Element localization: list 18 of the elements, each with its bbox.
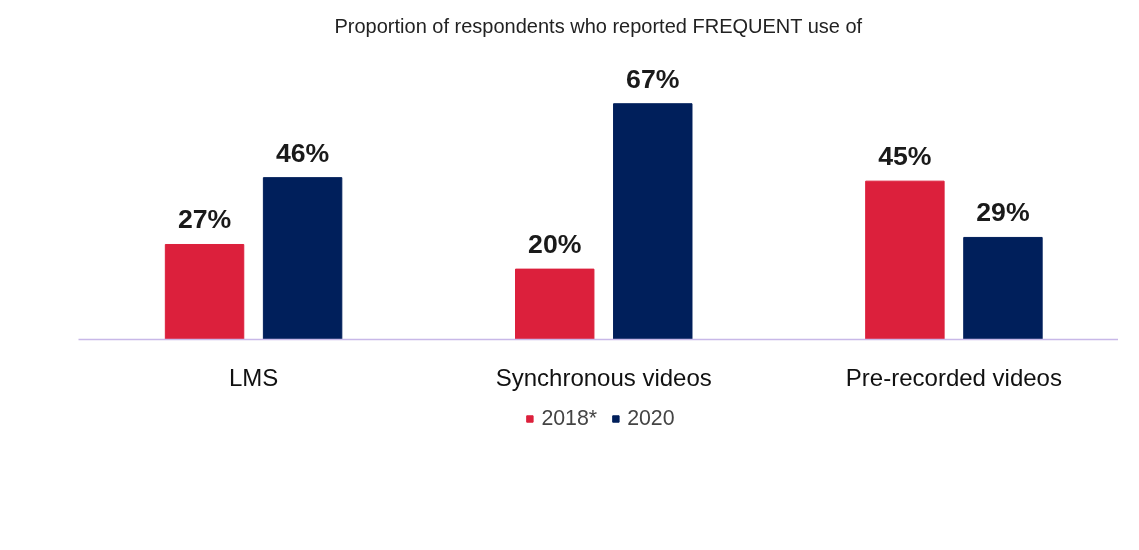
data-label: 46% xyxy=(275,137,330,168)
legend-label: 2020 xyxy=(627,405,675,431)
bar xyxy=(262,177,343,340)
data-label: 45% xyxy=(878,141,932,172)
data-label: 27% xyxy=(177,204,232,235)
chart-title: Proportion of respondents who reported FREQUENT use of xyxy=(334,15,863,37)
x-tick-label: LMS xyxy=(228,363,279,391)
data-label: 67% xyxy=(626,63,680,94)
data-label: 29% xyxy=(976,197,1030,228)
bar xyxy=(164,243,245,340)
x-tick-label: Pre-recorded videos xyxy=(845,363,1062,391)
bar xyxy=(865,180,945,340)
x-tick-label: Synchronous videos xyxy=(495,363,712,391)
bar xyxy=(613,103,693,340)
data-label: 20% xyxy=(528,229,582,260)
bar xyxy=(963,236,1043,340)
legend-label: 2018* xyxy=(541,405,598,431)
bar xyxy=(515,268,595,340)
